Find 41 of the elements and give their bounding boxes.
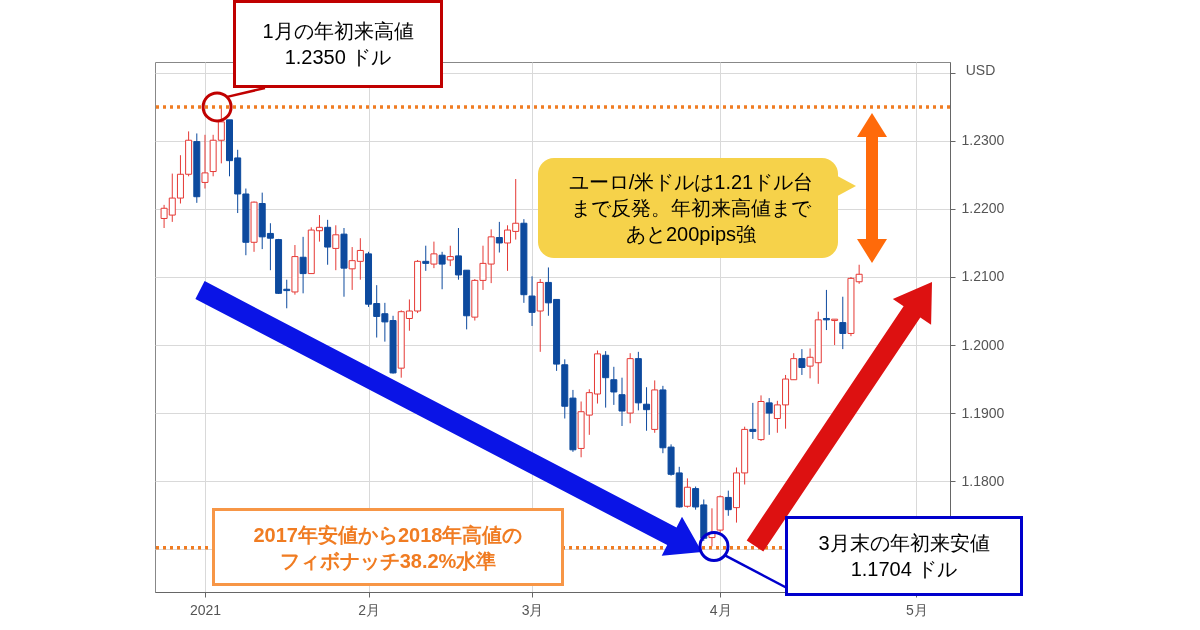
candlestick: [643, 386, 651, 432]
y-tick-label: 1.2200: [961, 200, 1005, 217]
candlestick: [749, 402, 757, 440]
candlestick: [602, 350, 610, 409]
annotation: 1月の年初来高値 1.2350 ドル: [261, 19, 415, 70]
candlestick: [528, 275, 536, 327]
text-box: ユーロ/米ドルは1.21ドル台まで反発。年初来高値まであと200pips強: [538, 158, 838, 258]
annotation: 3月末の年初来安値 1.1704 ドル: [817, 531, 991, 582]
candlestick: [438, 251, 446, 290]
candlestick: [446, 245, 454, 267]
text-box: 1月の年初来高値 1.2350 ドル: [233, 0, 443, 88]
text-box: 2017年安値から2018年高値のフィボナッチ38.2%水準: [212, 508, 564, 586]
candlestick: [495, 221, 503, 253]
text-box: 3月末の年初来安値 1.1704 ドル: [785, 516, 1023, 596]
candlestick: [822, 289, 830, 331]
x-tick-label: 2021: [189, 601, 222, 618]
x-tick-label: 5月: [905, 601, 928, 618]
x-tick-label: 2月: [358, 601, 380, 618]
y-tick-label: 1.1800: [961, 472, 1005, 489]
candlestick: [201, 134, 209, 190]
annotation: ユーロ/米ドルは1.21ドル台まで反発。年初来高値まであと200pips強: [567, 170, 815, 247]
x-tick-label: 4月: [709, 601, 732, 618]
candlestick: [332, 224, 340, 271]
y-tick-label: 1.1900: [961, 404, 1005, 421]
ref-line-label: 2017年安値から2018年高値のフィボナッチ38.2%水準: [252, 523, 524, 574]
candlestick: [798, 348, 806, 376]
y-axis-title: USD: [965, 62, 996, 79]
y-tick-label: 1.2000: [961, 336, 1005, 353]
candlestick: [422, 245, 430, 272]
candlestick: [324, 219, 332, 266]
y-tick-label: 1.2300: [961, 132, 1005, 149]
candlestick: [765, 397, 773, 436]
candlestick: [430, 241, 438, 269]
x-tick-label: 3月: [521, 601, 544, 618]
candlestick: [299, 236, 307, 294]
y-tick-label: 1.2100: [961, 268, 1005, 285]
candlestick: [683, 477, 691, 509]
candlestick: [839, 296, 847, 350]
candlestick: [618, 377, 626, 427]
candlestick: [610, 366, 618, 406]
candlestick: [724, 490, 732, 517]
